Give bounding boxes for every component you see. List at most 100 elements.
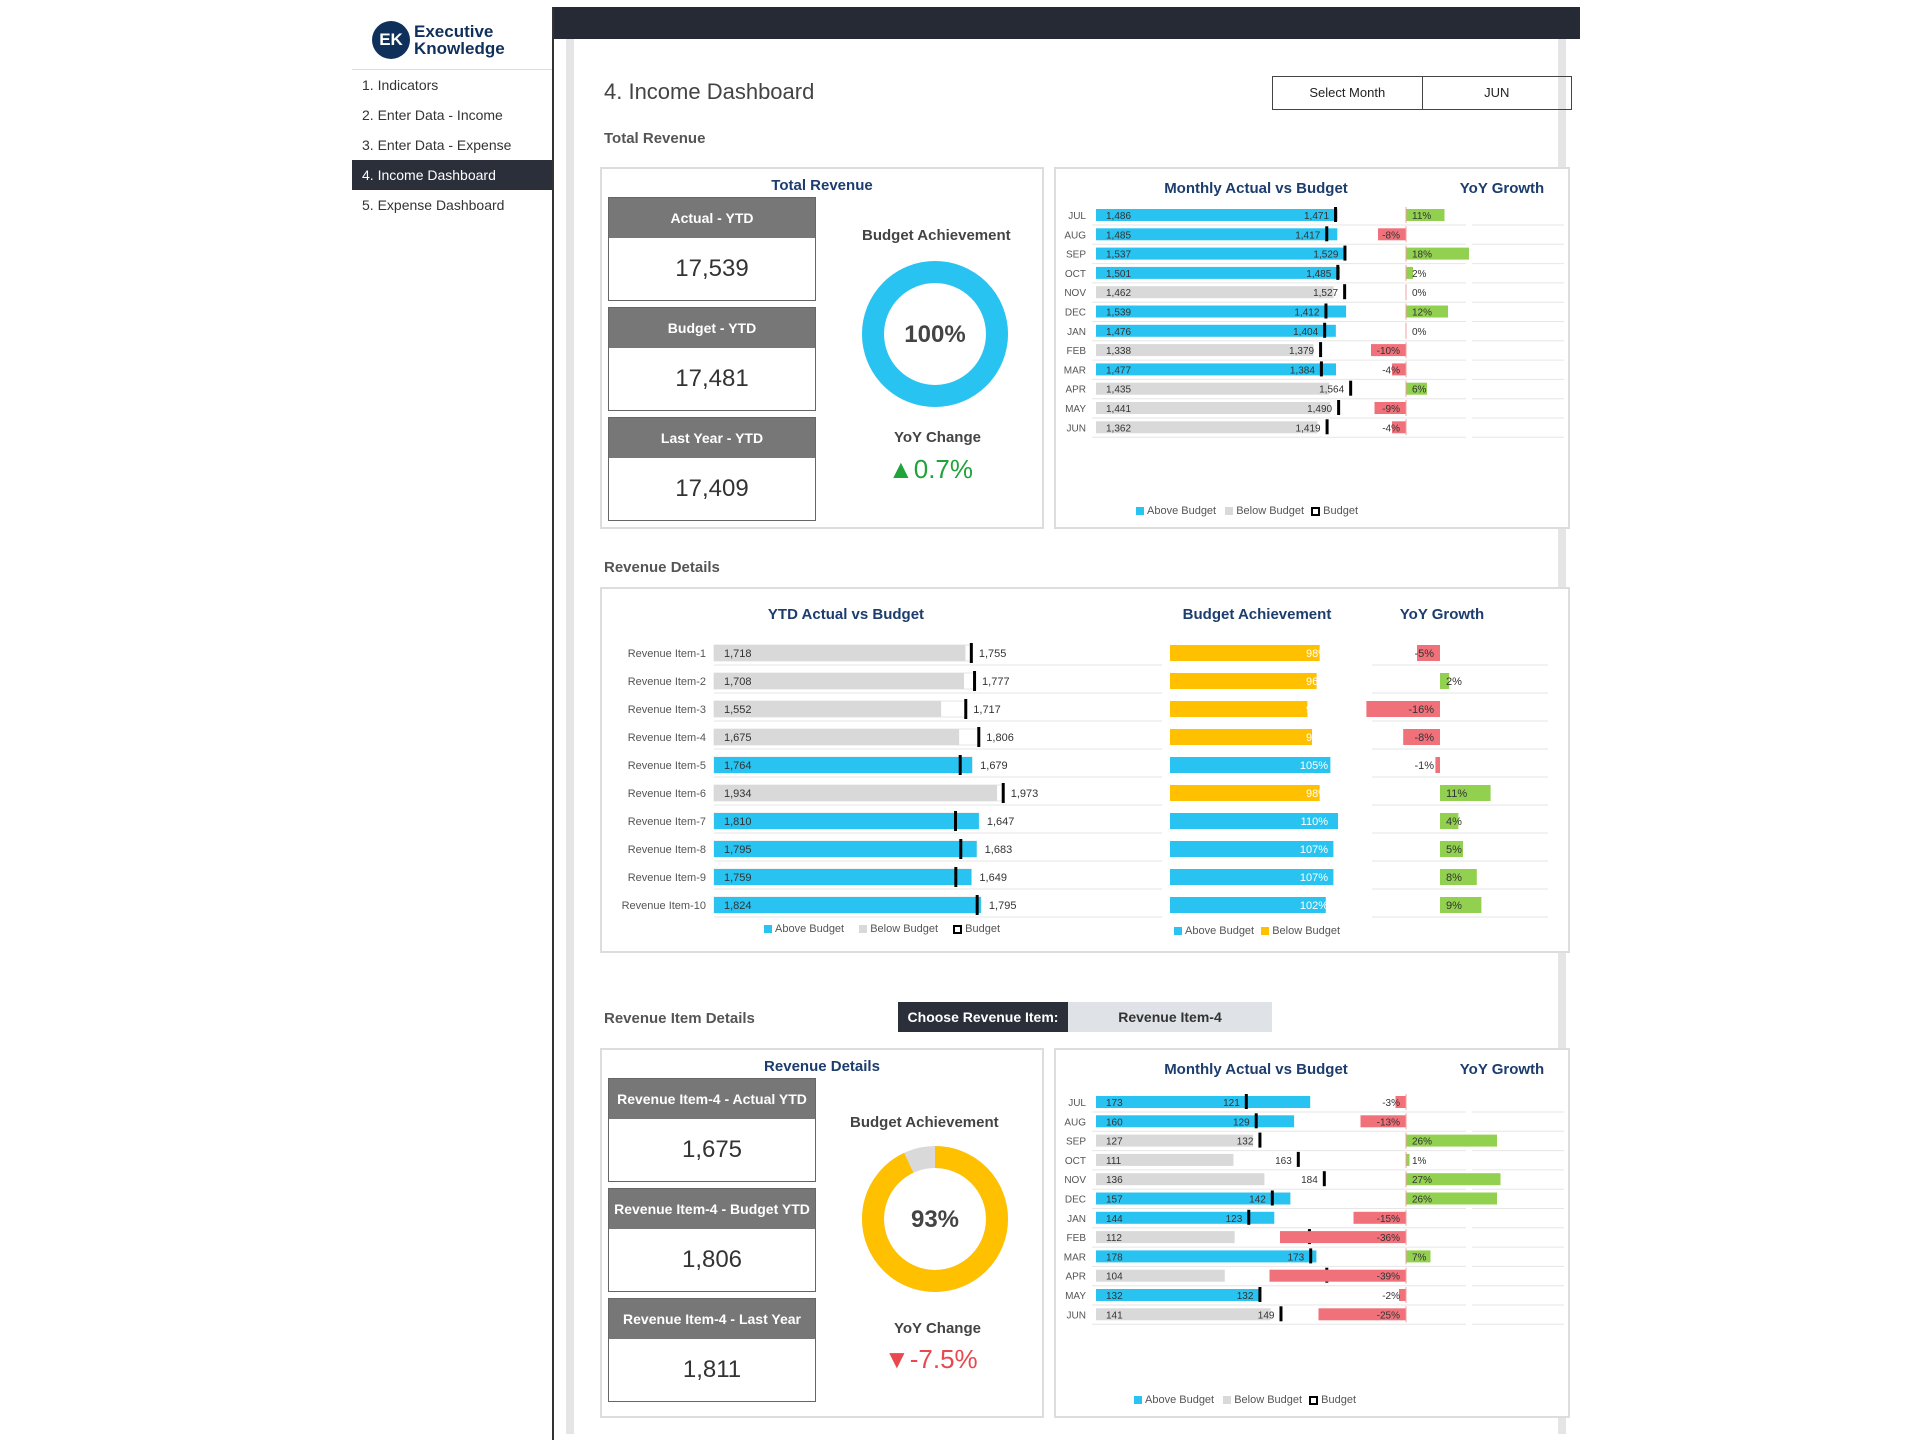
actual-value-label: 160 [1106, 1117, 1123, 1128]
actual-bar [1096, 1289, 1260, 1301]
legend-above: Above Budget [1185, 925, 1255, 937]
nav-item-enter-data-income[interactable]: 2. Enter Data - Income [362, 107, 503, 123]
select-month-label: Select Month [1273, 77, 1423, 109]
budget-marker [1334, 207, 1338, 222]
actual-bar [1096, 402, 1331, 414]
actual-value-label: 144 [1106, 1214, 1123, 1225]
month-label: DEC [1065, 308, 1086, 319]
legend-swatch-above [1174, 927, 1182, 936]
actual-bar [1096, 1115, 1295, 1128]
actual-bar [1096, 286, 1334, 299]
donut-fill [862, 261, 1008, 407]
item-budget-achievement-value: 93% [911, 1206, 959, 1233]
monthly-legend: Above Budget Below Budget Budget [1136, 505, 1358, 517]
budget-marker [1336, 264, 1340, 280]
nav-menu: 1. Indicators 2. Enter Data - Income 3. … [352, 69, 552, 220]
nav-item-income-dashboard[interactable]: 4. Income Dashboard [352, 160, 552, 190]
nav-item-enter-data-expense[interactable]: 3. Enter Data - Expense [362, 137, 512, 153]
actual-bar [1096, 1153, 1234, 1166]
budget-value-label: 1,417 [1295, 230, 1320, 241]
yoy-change-value: 0.7% [913, 454, 973, 484]
yoy-value-label: 7% [1412, 1252, 1427, 1263]
legend-below: Below Budget [870, 923, 939, 935]
legend-below: Below Budget [1234, 1394, 1303, 1406]
kpi-item-actual-ytd: Revenue Item-4 - Actual YTD 1,675 [608, 1078, 816, 1182]
actual-bar [1096, 1308, 1271, 1321]
budget-marker [973, 671, 977, 691]
yoy-bar [1360, 1115, 1406, 1128]
budget-value-label: 132 [1237, 1137, 1254, 1148]
actual-bar [1096, 1192, 1291, 1205]
section-title-revenue-details: Revenue Details [604, 559, 720, 576]
choose-revenue-item-value[interactable]: Revenue Item-4 [1068, 1002, 1272, 1032]
dashboard-canvas: 4. Income Dashboard Select Month JUN Tot… [566, 39, 1572, 1434]
select-month[interactable]: Select Month JUN [1272, 76, 1572, 110]
kpi-item-last-year-ytd-value: 1,811 [682, 1356, 742, 1383]
achievement-value-label: 93% [1306, 732, 1328, 744]
budget-marker [1244, 1094, 1248, 1109]
yoy-value-label: -4% [1382, 423, 1400, 434]
month-label: MAY [1065, 1291, 1086, 1302]
nav-item-indicators[interactable]: 1. Indicators [362, 77, 439, 93]
budget-marker [1349, 380, 1353, 396]
achievement-bar [1170, 841, 1334, 857]
actual-value-label: 104 [1106, 1272, 1123, 1283]
yoy-bar [1406, 247, 1469, 260]
achievement-bar [1170, 673, 1317, 689]
budget-marker [977, 727, 981, 747]
legend-budget: Budget [1321, 1394, 1357, 1406]
actual-bar [714, 785, 998, 801]
item-monthly-chart-panel: Monthly Actual vs Budget YoY Growth JUL 1… [1054, 1048, 1570, 1418]
main-area: 4. Income Dashboard Select Month JUN Tot… [554, 7, 1580, 1440]
month-label: OCT [1065, 1156, 1086, 1167]
yoy-title: YoY Growth [1460, 180, 1544, 197]
item-label: Revenue Item-8 [628, 844, 706, 856]
yoy-value-label: 0% [1412, 327, 1427, 338]
choose-revenue-item[interactable]: Choose Revenue Item: Revenue Item-4 [898, 1002, 1272, 1032]
actual-value-label: 1,477 [1106, 365, 1131, 376]
yoy-title: YoY Growth [1460, 1061, 1544, 1078]
achievement-bar [1170, 897, 1326, 913]
total-revenue-panel: Total Revenue Actual - YTD 17,539 Budget… [600, 167, 1044, 529]
yoy-bar [1280, 1231, 1406, 1244]
logo-line-1: Executive [414, 22, 494, 41]
sidebar: EK Executive Knowledge 1. Indicators 2. … [352, 7, 554, 1440]
month-label: MAR [1064, 1252, 1086, 1263]
item-label: Revenue Item-5 [628, 760, 706, 772]
budget-value-label: 1,777 [982, 676, 1010, 688]
budget-value-label: 1,649 [979, 872, 1007, 884]
kpi-item-actual-ytd-label: Revenue Item-4 - Actual YTD [609, 1079, 815, 1119]
legend-budget: Budget [965, 923, 1001, 935]
budget-marker [1254, 1113, 1258, 1129]
actual-value-label: 1,486 [1106, 211, 1131, 222]
item-label: Revenue Item-1 [628, 648, 706, 660]
budget-value-label: 1,485 [1306, 269, 1331, 280]
legend-swatch-budget [1311, 506, 1321, 516]
select-month-value[interactable]: JUN [1484, 85, 1510, 100]
actual-value-label: 1,552 [724, 704, 752, 716]
month-label: JUL [1068, 1098, 1086, 1109]
nav-item-expense-dashboard[interactable]: 5. Expense Dashboard [362, 197, 505, 213]
budget-achievement-label: Budget Achievement [862, 227, 1011, 244]
yoy-value-label: -36% [1377, 1233, 1400, 1244]
budget-value-label: 1,412 [1294, 308, 1319, 319]
yoy-value-label: 11% [1412, 211, 1431, 222]
actual-bar [1096, 1211, 1275, 1224]
legend-swatch-below [1225, 507, 1234, 516]
budget-value-label: 1,490 [1307, 404, 1332, 415]
budget-value-label: 132 [1237, 1291, 1254, 1302]
item-label: Revenue Item-3 [628, 704, 706, 716]
budget-value-label: 1,647 [987, 816, 1015, 828]
actual-bar [1096, 1096, 1311, 1108]
yoy-bar [1353, 1211, 1406, 1224]
actual-bar [1096, 363, 1337, 376]
budget-marker [1343, 245, 1347, 261]
legend-swatch-above [764, 925, 772, 934]
actual-value-label: 1,764 [724, 760, 752, 772]
yoy-bar [1440, 841, 1463, 857]
yoy-bar [1406, 382, 1427, 395]
budget-value-label: 149 [1258, 1310, 1275, 1321]
yoy-bar [1440, 785, 1491, 801]
chart-title: Monthly Actual vs Budget [1164, 1061, 1348, 1078]
budget-marker [1323, 322, 1327, 338]
